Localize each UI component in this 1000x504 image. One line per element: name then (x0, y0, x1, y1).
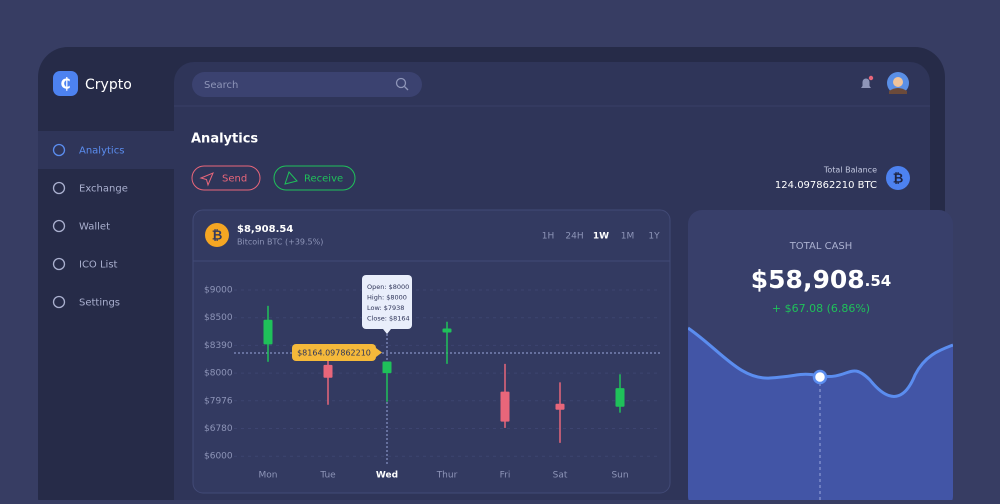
tooltip-bg (362, 275, 412, 329)
balance-value: 124.097862210 BTC (775, 180, 877, 191)
coin-glyph: ₿ (212, 229, 223, 244)
crosshair-label-arrow (376, 348, 382, 357)
y-tick-label: $8500 (204, 313, 233, 323)
avatar-beard (889, 88, 907, 94)
tooltip-line: Open: $8000 (367, 283, 409, 291)
tooltip-line: Close: $8164 (367, 315, 410, 323)
search-placeholder: Search (204, 80, 238, 91)
btc-glyph: ₿ (893, 172, 904, 187)
x-tick-label: Mon (259, 471, 278, 481)
receive-icon (284, 171, 298, 185)
crosshair-label-bg (292, 344, 376, 361)
nav-item[interactable]: ICO List (79, 260, 118, 271)
brand: Crypto (85, 77, 132, 93)
candle-body (382, 361, 392, 374)
total-cash-amount: $58,908.54 (751, 265, 891, 294)
logo-glyph: ₵ (60, 75, 70, 93)
total-cash-change: + $67.08 (6.86%) (772, 302, 870, 315)
avatar-face (893, 77, 903, 87)
candle-body (500, 391, 510, 422)
receive-label: Receive (304, 174, 343, 185)
x-tick-label: Thur (436, 471, 458, 481)
y-tick-label: $8390 (204, 341, 233, 351)
crosshair-label: $8164.097862210 (297, 349, 371, 358)
coin-icon (205, 223, 229, 247)
page-title: Analytics (191, 132, 258, 147)
nav-active-bg (38, 131, 175, 169)
timeframe[interactable]: 1Y (648, 232, 660, 242)
x-tick-label: Fri (500, 471, 511, 481)
search-icon-handle (404, 86, 409, 91)
cents: .54 (865, 272, 892, 290)
coin-price: $8,908.54 (237, 224, 293, 235)
timeframe[interactable]: 1H (542, 232, 555, 242)
logo-icon (53, 71, 78, 96)
nav-item[interactable]: Wallet (79, 222, 110, 233)
nav-item[interactable]: Settings (79, 298, 120, 309)
nav-icon (52, 143, 66, 157)
x-tick-label: Tue (319, 471, 336, 481)
y-tick-label: $6000 (204, 452, 233, 462)
y-tick-label: $7976 (204, 396, 233, 406)
search-box[interactable] (192, 72, 422, 97)
nav-icon (52, 295, 66, 309)
total-cash-label: TOTAL CASH (789, 241, 853, 252)
nav-icon (52, 257, 66, 271)
x-tick-label: Sun (611, 471, 628, 481)
send-label: Send (222, 174, 247, 185)
x-tick-label: Wed (376, 471, 398, 481)
candle-body (323, 364, 333, 378)
nav-item[interactable]: Analytics (79, 146, 124, 157)
tooltip-line: High: $8000 (367, 294, 407, 302)
amount: $58,908 (751, 265, 865, 294)
chart-card (192, 209, 671, 494)
balance-label: Total Balance (823, 166, 877, 175)
candle-body (263, 319, 273, 345)
candle-body (442, 328, 452, 333)
send-icon (199, 172, 214, 187)
notification-dot (868, 75, 874, 81)
coin-name: Bitcoin BTC (+39.5%) (237, 238, 323, 247)
timeframe[interactable]: 1W (593, 232, 609, 242)
y-tick-label: $8000 (204, 369, 233, 379)
y-tick-label: $6780 (204, 424, 233, 434)
y-tick-label: $9000 (204, 286, 233, 296)
candle-body (555, 403, 565, 410)
nav-icon (52, 181, 66, 195)
cash-line (688, 326, 953, 398)
receive-button[interactable] (273, 165, 356, 191)
timeframe[interactable]: 24H (565, 232, 583, 242)
tooltip-arrow (383, 329, 391, 334)
timeframe[interactable]: 1M (621, 232, 635, 242)
cash-point (812, 369, 828, 385)
search-icon[interactable] (395, 77, 407, 89)
nav-icon (52, 219, 66, 233)
tooltip-line: Low: $7938 (367, 304, 404, 312)
x-tick-label: Sat (553, 471, 568, 481)
candle-body (615, 388, 625, 407)
btc-balance-icon (886, 166, 910, 190)
nav-item[interactable]: Exchange (79, 184, 128, 195)
notification-bell[interactable] (861, 78, 871, 89)
send-button[interactable] (191, 165, 261, 191)
